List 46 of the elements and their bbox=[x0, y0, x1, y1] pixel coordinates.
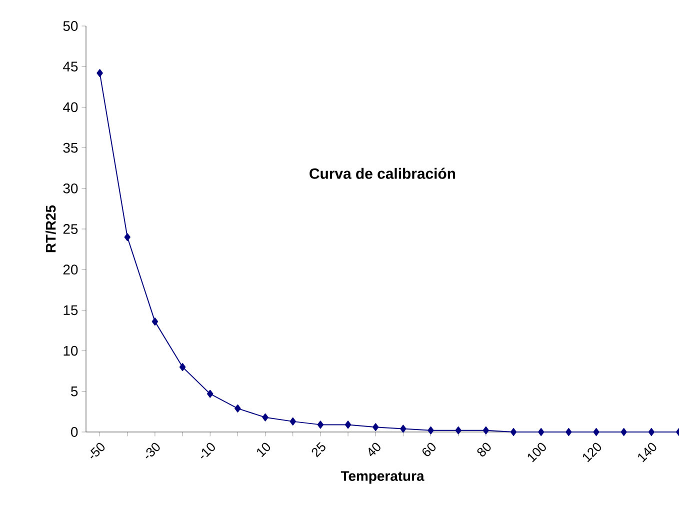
point bbox=[344, 420, 352, 429]
x-tick-label: 120 bbox=[582, 442, 602, 462]
point bbox=[428, 426, 434, 434]
point bbox=[538, 428, 544, 436]
y-tick-label: 15 bbox=[64, 305, 78, 316]
y-tick-label: 50 bbox=[63, 21, 78, 31]
y-tick-label: 20 bbox=[63, 264, 78, 275]
point bbox=[317, 420, 324, 429]
point bbox=[372, 423, 379, 432]
x-axis-title: Temperatura bbox=[340, 471, 424, 484]
point bbox=[124, 233, 130, 242]
y-tick-label: 45 bbox=[63, 62, 78, 72]
x-tick-label: 100 bbox=[528, 442, 546, 462]
y-tick-label: 30 bbox=[63, 183, 78, 194]
y-tick-label: 10 bbox=[64, 346, 78, 356]
y-tick-label: 35 bbox=[63, 142, 78, 153]
y-tick-label: 40 bbox=[63, 102, 78, 112]
point bbox=[290, 417, 296, 426]
point bbox=[648, 428, 655, 436]
x-tick-label: -30 bbox=[146, 442, 160, 458]
x-tick-label: 10 bbox=[257, 442, 270, 458]
point bbox=[179, 363, 186, 372]
point bbox=[482, 426, 490, 434]
y-tick-label: 25 bbox=[63, 224, 78, 234]
x-tick-label: 40 bbox=[368, 442, 380, 456]
point bbox=[566, 428, 572, 436]
point bbox=[455, 426, 462, 434]
x-tick-label: 80 bbox=[477, 442, 491, 456]
x-tick-label: 25 bbox=[312, 442, 326, 458]
x-tick-label: 140 bbox=[638, 442, 656, 462]
point bbox=[262, 413, 268, 422]
y-tick-label: 5 bbox=[71, 386, 78, 396]
x-tick-label: -50 bbox=[90, 442, 105, 458]
point bbox=[234, 404, 241, 412]
point bbox=[400, 424, 406, 433]
x-tick-label: -10 bbox=[200, 442, 215, 458]
point bbox=[207, 390, 214, 398]
point bbox=[510, 428, 517, 436]
y-axis-title: RT/R25 bbox=[45, 205, 56, 252]
point bbox=[593, 428, 600, 436]
y-tick-label: 0 bbox=[71, 427, 78, 437]
text: Curva de calibración bbox=[310, 168, 456, 179]
point bbox=[96, 69, 103, 78]
x-tick-label: 60 bbox=[422, 442, 436, 456]
point bbox=[152, 318, 158, 326]
point bbox=[620, 428, 627, 436]
